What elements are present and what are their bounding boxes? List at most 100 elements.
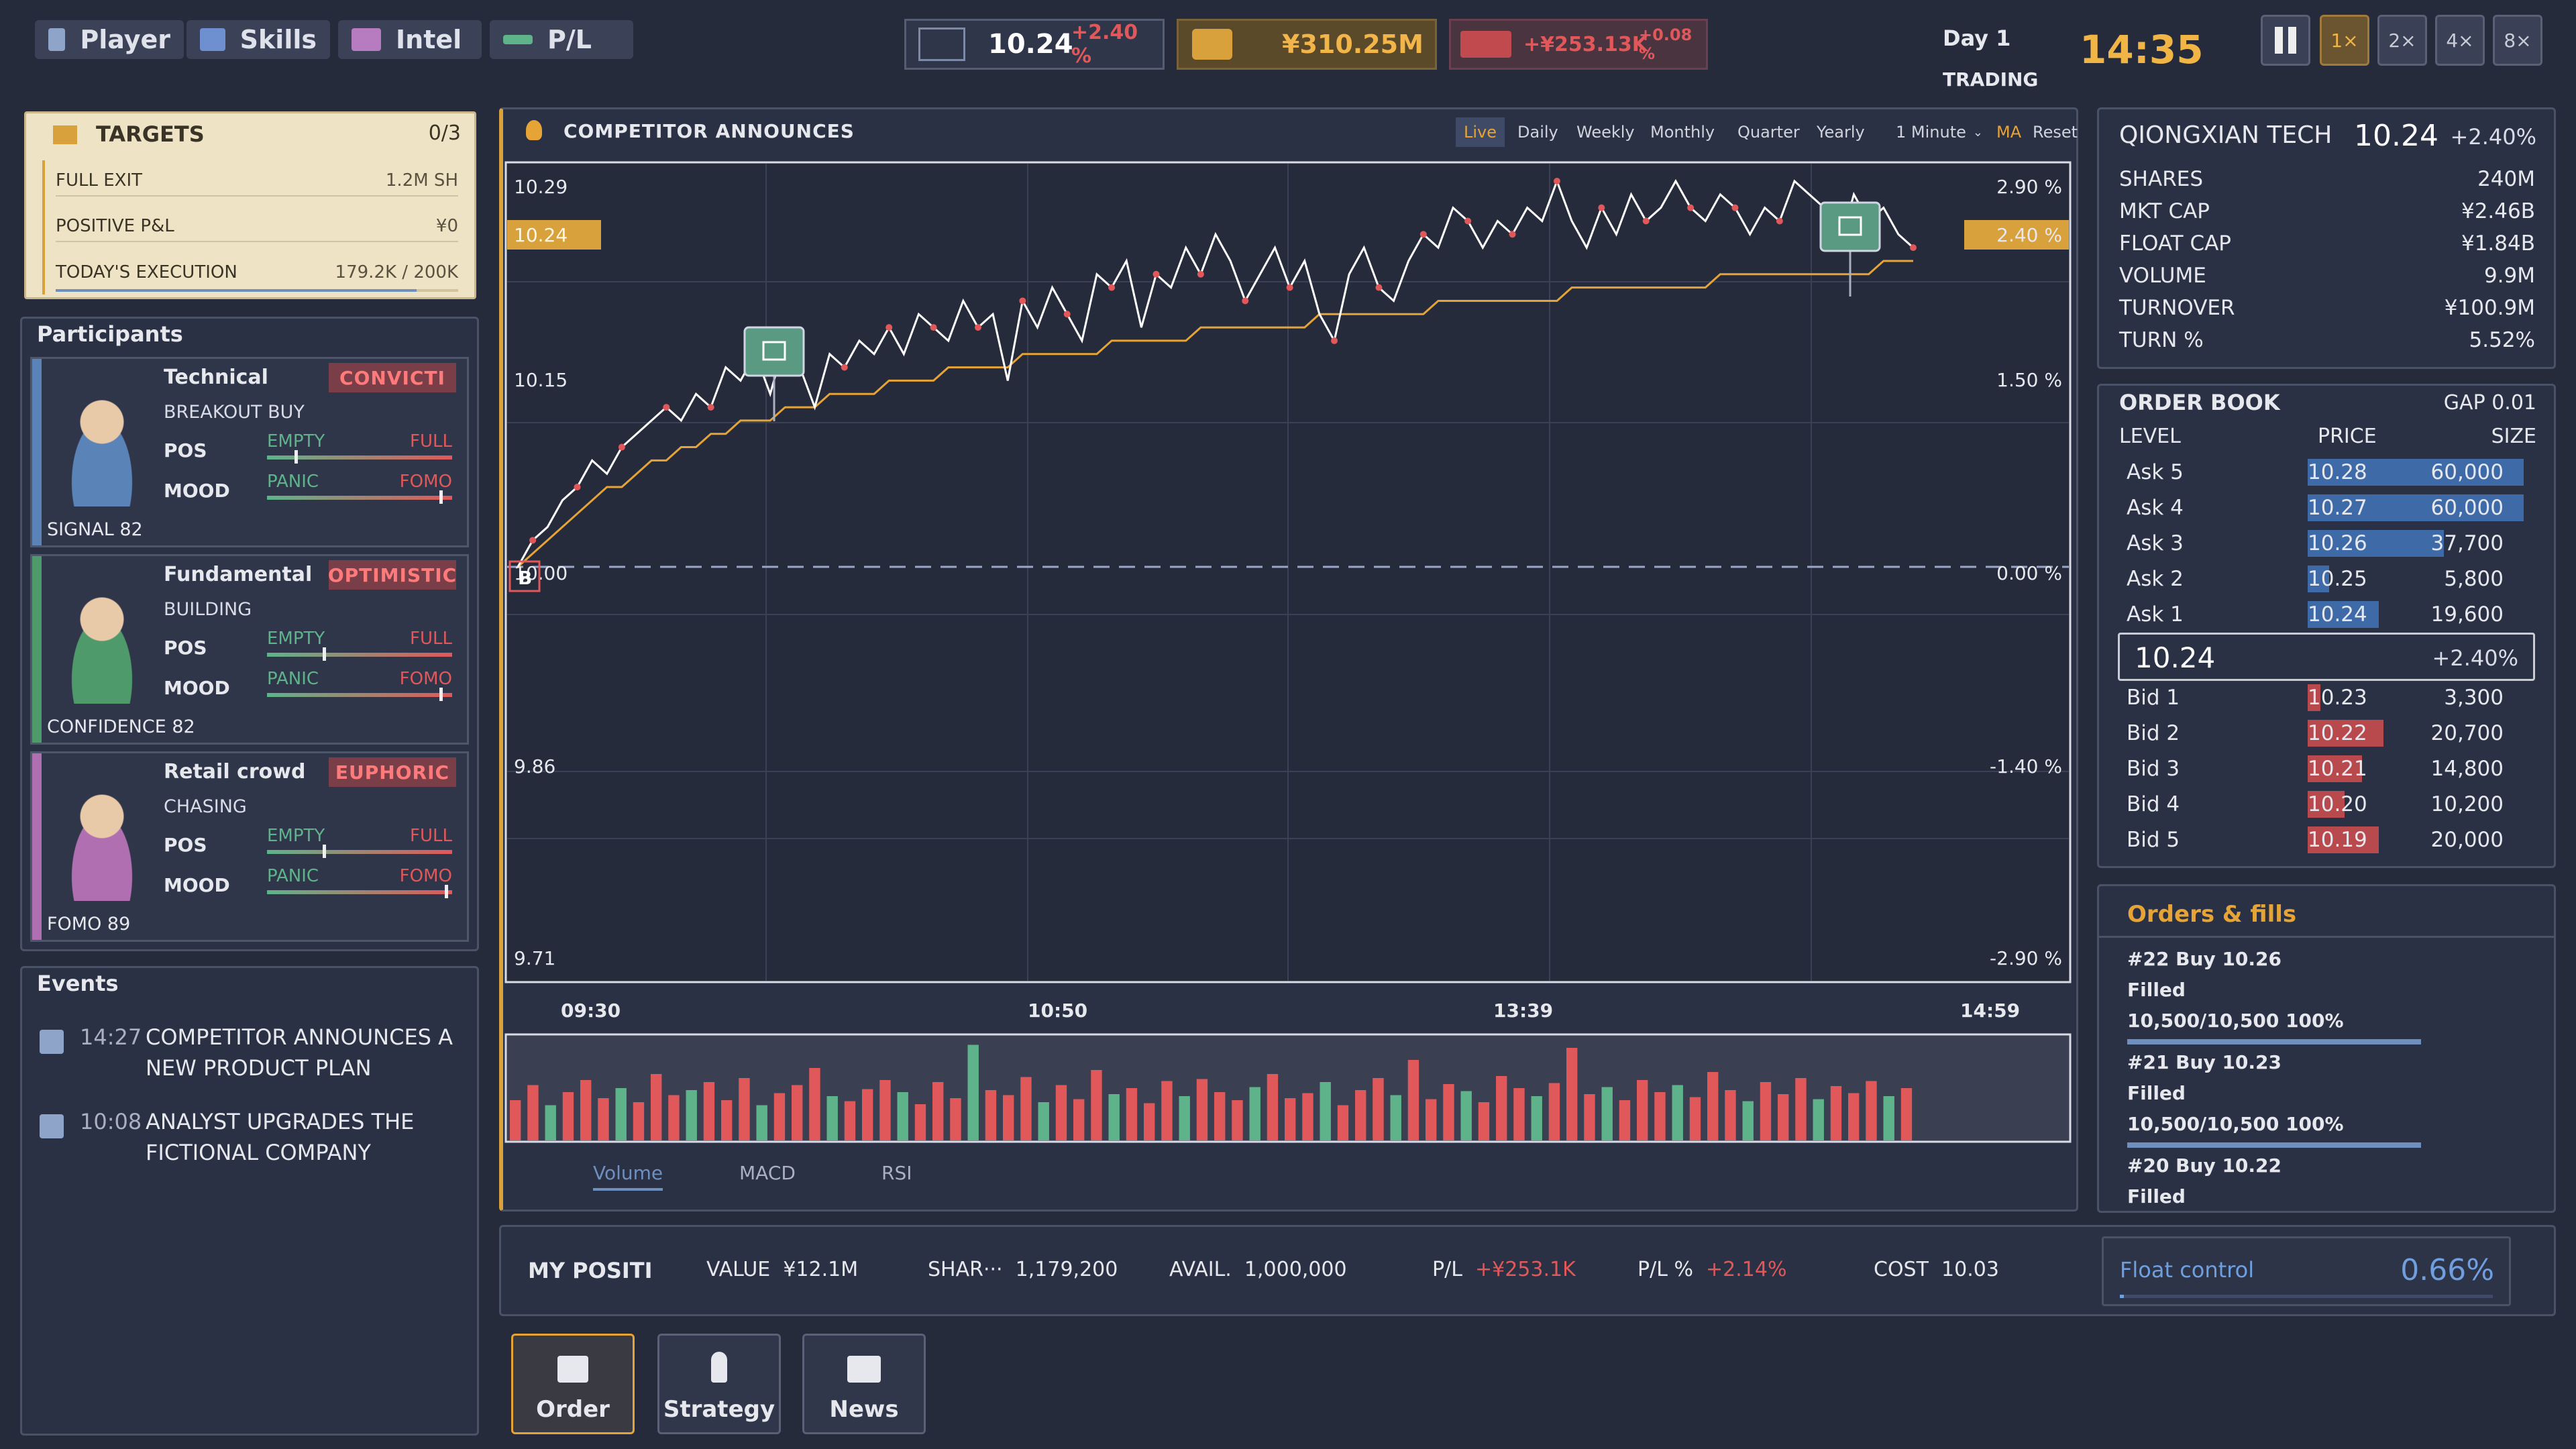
buy-marker[interactable]: B: [518, 567, 532, 589]
tab-intel[interactable]: Intel: [338, 20, 482, 59]
strategy-button[interactable]: Strategy: [657, 1334, 781, 1434]
volume-chart[interactable]: [504, 1033, 2072, 1143]
tab-macd[interactable]: MACD: [739, 1162, 796, 1184]
y-tick-left: 10.15: [514, 369, 568, 391]
y-tick-right: -1.40 %: [1990, 755, 2062, 777]
chevron-down-icon: ⌄: [1972, 125, 1983, 140]
volume-bar: [862, 1089, 873, 1140]
y-tick-left: 9.71: [514, 947, 555, 969]
ask-row[interactable]: Ask 5 10.28 60,000: [2100, 456, 2529, 487]
tab-volume[interactable]: Volume: [593, 1162, 663, 1191]
volume-bar: [773, 1093, 786, 1140]
fill-20-head: #20 Buy 10.22: [2127, 1155, 2282, 1177]
volume-bar: [809, 1068, 820, 1140]
yearly-button[interactable]: Yearly: [1817, 123, 1865, 142]
news-button[interactable]: News: [802, 1334, 926, 1434]
position-cost: 10.03: [1941, 1258, 1999, 1281]
ask-row[interactable]: Ask 4 10.27 60,000: [2100, 492, 2529, 523]
tab-skills[interactable]: Skills: [186, 20, 330, 59]
volume-bar: [932, 1082, 944, 1140]
volume-bar: [1196, 1079, 1208, 1140]
document-icon: [40, 1114, 64, 1138]
daily-button[interactable]: Daily: [1517, 123, 1558, 142]
order-button[interactable]: Order: [511, 1334, 635, 1434]
volume-bar: [1267, 1074, 1279, 1140]
stock-name: QIONGXIAN TECH: [2119, 121, 2332, 149]
news-marker-icon[interactable]: [743, 326, 805, 377]
puzzle-icon: [200, 28, 225, 51]
weekly-button[interactable]: Weekly: [1576, 123, 1635, 142]
tab-pl[interactable]: P/L: [490, 20, 633, 59]
reset-button[interactable]: Reset: [2033, 123, 2078, 142]
quarter-button[interactable]: Quarter: [1737, 123, 1800, 142]
volume-bar: [527, 1085, 539, 1140]
ask-row[interactable]: Ask 3 10.26 37,700: [2127, 530, 2504, 557]
live-button[interactable]: Live: [1456, 117, 1505, 147]
speed-8x-button[interactable]: 8×: [2493, 15, 2542, 66]
volume-bar: [1390, 1095, 1401, 1140]
y-tick-right: 2.90 %: [1996, 176, 2062, 198]
dossier-icon: [352, 28, 381, 51]
trade-dot: [1063, 311, 1071, 318]
trade-dot: [529, 537, 537, 544]
volume-bar: [1320, 1082, 1331, 1140]
volume-bar: [1302, 1093, 1313, 1140]
volume-bar: [756, 1105, 767, 1140]
price-chart[interactable]: 10.29 10.24 10.15 10.00 9.86 9.71 2.90 % 2.40 %…: [504, 161, 2072, 983]
quote-row: MKT CAP ¥2.46B: [2119, 199, 2535, 223]
targets-panel: TARGETS 0/3 FULL EXIT 1.2M SH POSITIVE P&…: [24, 111, 476, 299]
ask-row[interactable]: Ask 1 10.24 19,600: [2127, 601, 2504, 628]
volume-bar: [1443, 1084, 1454, 1140]
tab-rsi[interactable]: RSI: [881, 1162, 912, 1184]
participant-card[interactable]: Technical CONVICTI BREAKOUT BUY POS MOOD EMPT…: [30, 357, 469, 547]
volume-bar: [1020, 1077, 1032, 1140]
speed-4x-button[interactable]: 4×: [2435, 15, 2485, 66]
float-control[interactable]: Float control 0.66%: [2102, 1236, 2511, 1306]
bid-row[interactable]: Bid 1 10.23 3,300: [2127, 684, 2504, 711]
participant-card[interactable]: Fundamental OPTIMISTIC BUILDING POS MOOD EMPT…: [30, 554, 469, 745]
trade-dot: [1286, 284, 1293, 291]
volume-bar: [1144, 1103, 1155, 1140]
trade-dot: [663, 404, 670, 411]
quote-row: TURN % 5.52%: [2119, 328, 2535, 352]
volume-bar: [1848, 1093, 1860, 1140]
trade-dot: [1331, 337, 1338, 344]
fill-22-status: Filled: [2127, 979, 2186, 1001]
bid-row[interactable]: Bid 4 10.20 10,200: [2127, 791, 2504, 818]
volume-bar: [792, 1085, 803, 1140]
volume-bar: [562, 1092, 574, 1140]
participant-strategy: BUILDING: [164, 599, 252, 620]
ma-button[interactable]: MA: [1996, 123, 2022, 142]
volume-bar: [651, 1074, 662, 1140]
volume-bar: [1566, 1048, 1578, 1140]
document-icon: [40, 1030, 64, 1054]
volume-bar: [1760, 1082, 1772, 1140]
volume-bar: [1108, 1094, 1120, 1140]
speed-2x-button[interactable]: 2×: [2377, 15, 2427, 66]
trade-dot: [1419, 231, 1427, 238]
participant-card[interactable]: Retail crowd EUPHORIC CHASING POS MOOD EMPTY F…: [30, 751, 469, 942]
trade-dot: [1019, 297, 1026, 305]
price-stat: 10.24 +2.40 %: [904, 19, 1165, 70]
volume-bar: [985, 1090, 997, 1140]
tab-player[interactable]: Player: [35, 20, 184, 59]
y-tick-left: 10.00: [514, 562, 568, 584]
bid-row[interactable]: Bid 5 10.19 20,000: [2127, 826, 2504, 853]
bid-row[interactable]: Bid 2 10.22 20,700: [2127, 720, 2504, 747]
participant-name: Retail crowd: [164, 760, 306, 784]
interval-dropdown[interactable]: 1 Minute ⌄: [1896, 123, 1983, 142]
ask-row[interactable]: Ask 2 10.25 5,800: [2127, 566, 2504, 592]
news-marker-icon[interactable]: [1819, 201, 1881, 252]
volume-bar: [1689, 1097, 1701, 1140]
cash-stat: ¥310.25M: [1177, 19, 1437, 70]
volume-bar: [668, 1095, 680, 1140]
x-tick: 14:59: [1960, 1000, 2021, 1022]
volume-bar: [703, 1082, 715, 1140]
speed-1x-button[interactable]: 1×: [2320, 15, 2369, 66]
monthly-button[interactable]: Monthly: [1650, 123, 1715, 142]
events-panel: Events 14:27 COMPETITOR ANNOUNCES A NEW …: [20, 966, 479, 1436]
volume-bar: [897, 1092, 908, 1140]
volume-bar: [1373, 1078, 1384, 1140]
bid-row[interactable]: Bid 3 10.21 14,800: [2127, 755, 2504, 782]
pause-button[interactable]: [2261, 15, 2310, 66]
